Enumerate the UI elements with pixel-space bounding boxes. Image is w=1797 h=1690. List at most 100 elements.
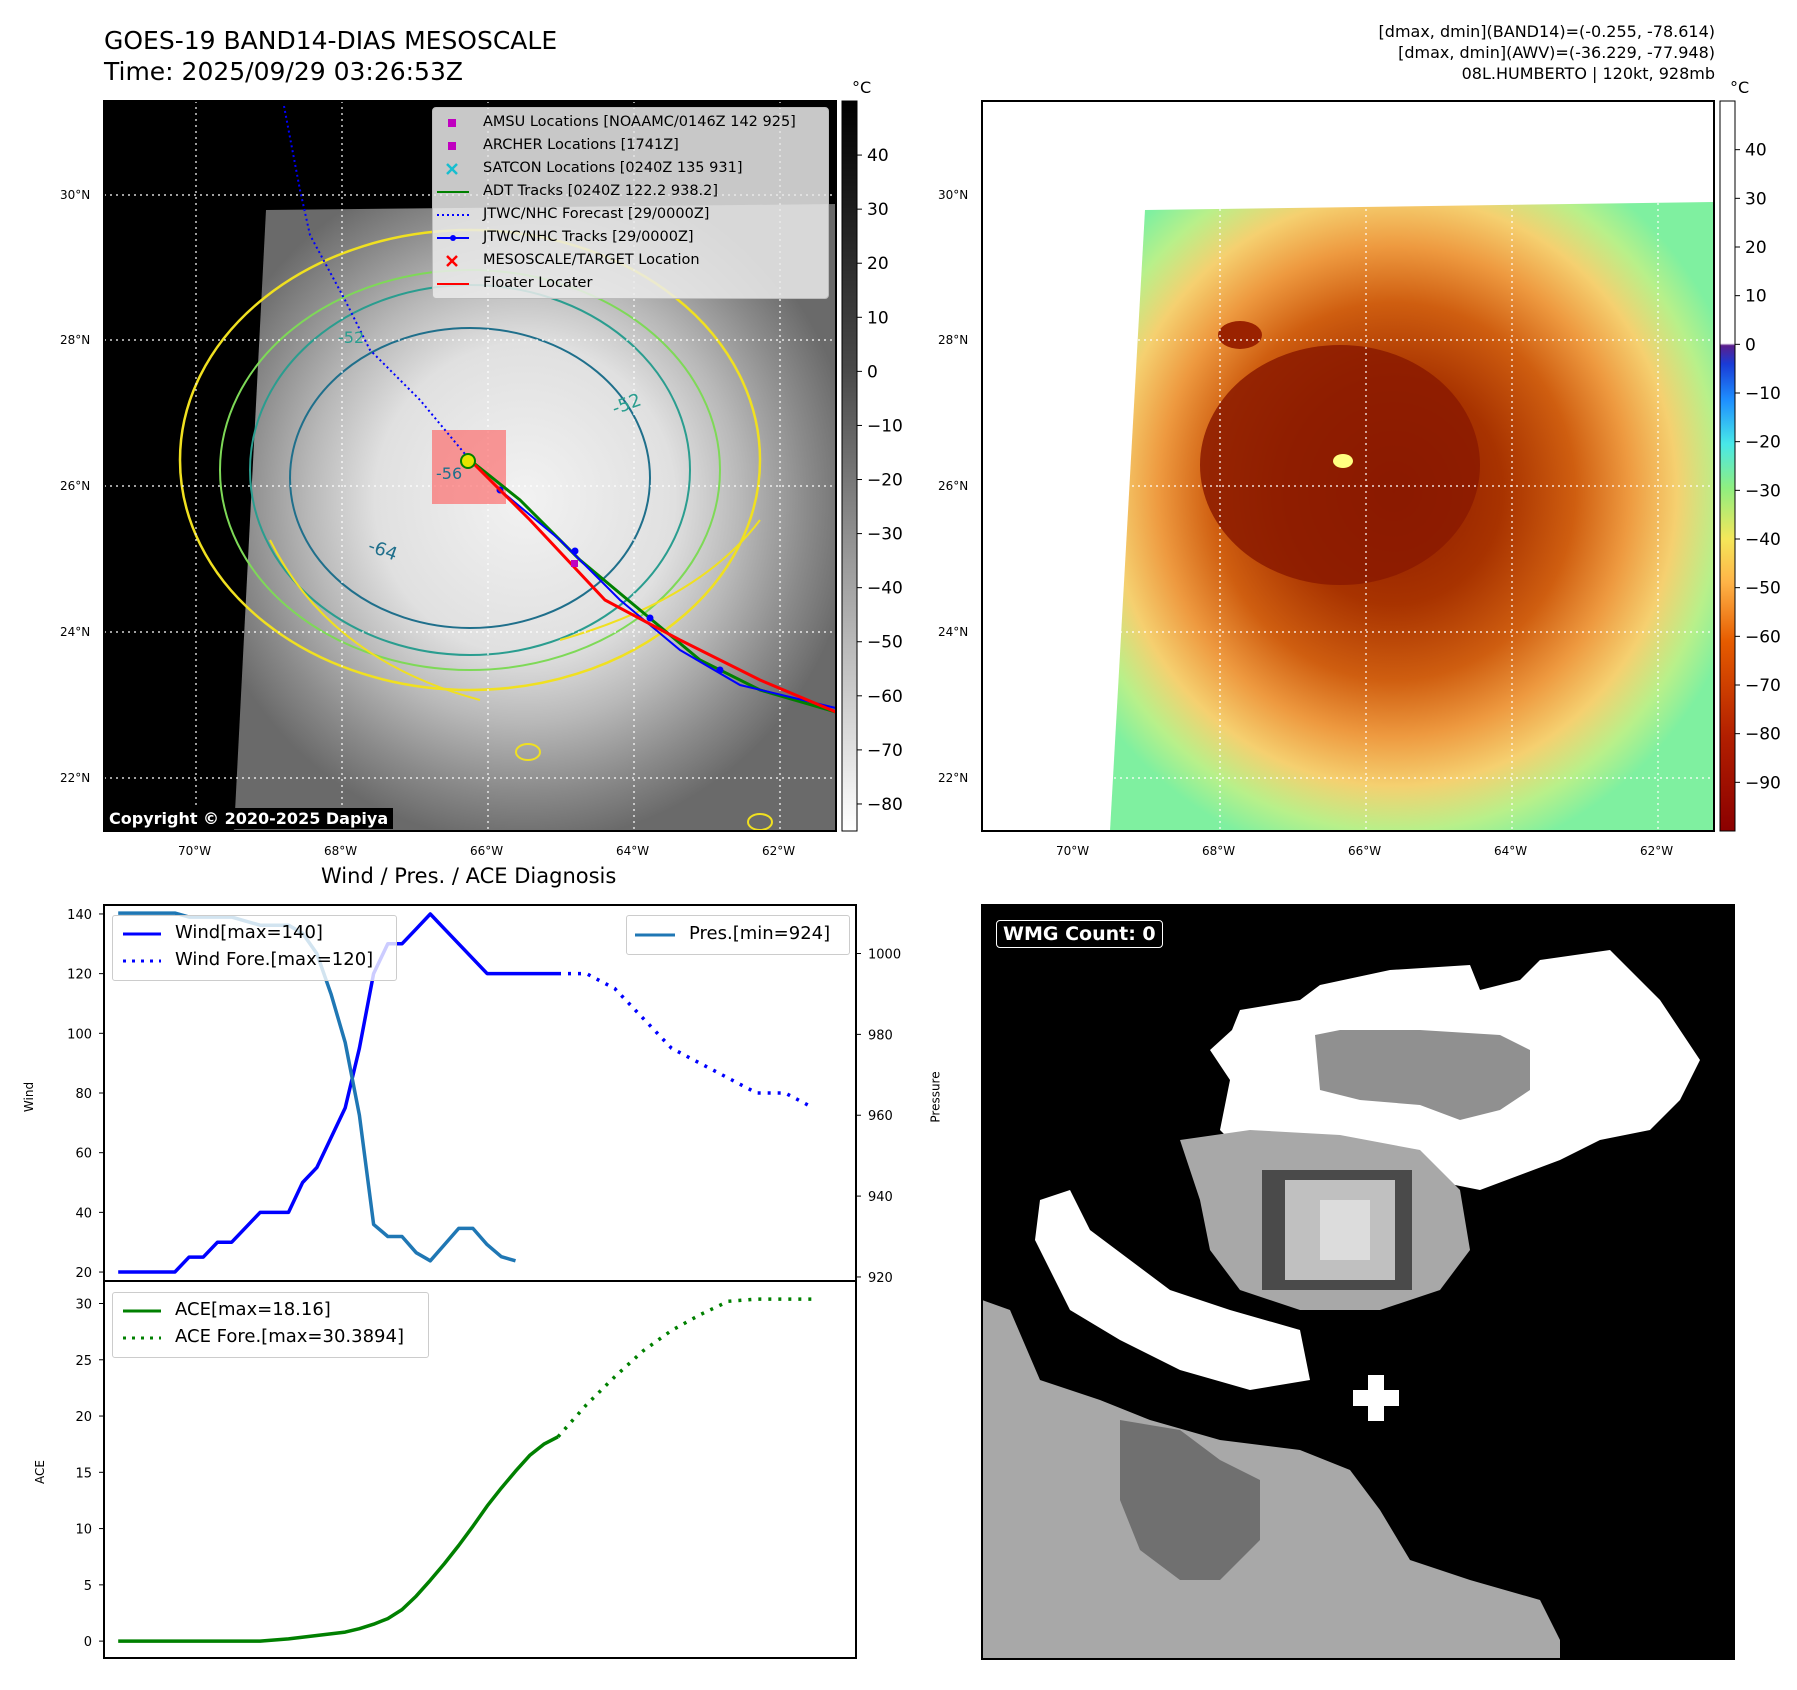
- map-legend-marker: [446, 163, 458, 175]
- colorbar-tick-label: −20: [867, 471, 903, 491]
- colorbar-tick-label: −70: [867, 741, 903, 761]
- pressure-legend: Pres.[min=924]: [626, 915, 850, 955]
- ir-image-swath: [234, 204, 836, 831]
- colorbar-tick-label: −80: [1745, 725, 1781, 745]
- ace-axis-tick-label: 30: [75, 1298, 92, 1313]
- wmg-upper-gray-region: [1315, 1030, 1530, 1120]
- colorbar-tick-label: −90: [1745, 773, 1781, 793]
- wind-axis-tick-label: 100: [67, 1027, 92, 1042]
- ace-axis-ticks: 30 25 20 15 10 5 0: [75, 1298, 104, 1650]
- map-legend-item: MESOSCALE/TARGET Location: [433, 250, 828, 272]
- map-legend-label: JTWC/NHC Forecast [29/0000Z]: [483, 206, 710, 222]
- legend-wind: Wind[max=140]: [175, 922, 323, 943]
- lon-label-66w-right: 66°W: [1348, 844, 1382, 858]
- wind-axis-tick-label: 120: [67, 968, 92, 983]
- page-title: GOES-19 BAND14-DIAS MESOSCALE: [104, 26, 558, 55]
- lat-label-30n-right: 30°N: [938, 188, 969, 202]
- colorbar-tick-label: 0: [1745, 335, 1756, 355]
- pressure-axis-label: Pressure: [928, 1071, 943, 1123]
- legend-pressure: Pres.[min=924]: [689, 923, 831, 944]
- colorbar-right-unit: °C: [1730, 78, 1750, 97]
- colorbar-tick-label: 30: [867, 200, 889, 220]
- colorbar-tick-label: 30: [1745, 189, 1767, 209]
- ace-forecast-line: [556, 1297, 814, 1438]
- colorbar-tick-label: 20: [1745, 238, 1767, 258]
- wmg-lower-gray-region: [982, 1300, 1560, 1659]
- colorbar-tick-label: −10: [1745, 384, 1781, 404]
- ace-axis-tick-label: 20: [75, 1410, 92, 1425]
- legend-wind-fore: Wind Fore.[max=120]: [175, 949, 374, 970]
- contour-label-3: -56: [436, 464, 463, 483]
- colorbar-tick-label: 20: [867, 254, 889, 274]
- map-legend-label: MESOSCALE/TARGET Location: [483, 252, 700, 268]
- map-legend-item: SATCON Locations [0240Z 135 931]: [433, 158, 828, 180]
- pressure-axis-tick-label: 960: [868, 1109, 893, 1124]
- colorbar-right-ticks: 40 30 20 10 0 −10 −20 −30 −40 −50 −60 −70 −80 −90: [1735, 141, 1781, 793]
- colorbar-tick-label: −60: [1745, 627, 1781, 647]
- ace-axis-tick-label: 15: [75, 1466, 92, 1481]
- lat-label-24n-left: 24°N: [60, 625, 91, 639]
- legend-ace-fore: ACE Fore.[max=30.3894]: [175, 1326, 404, 1347]
- map-legend: AMSU Locations [NOAAMC/0146Z 142 925] ARC…: [432, 107, 829, 299]
- wind-legend: Wind[max=140] Wind Fore.[max=120]: [112, 915, 397, 981]
- lat-label-24n-right: 24°N: [938, 625, 969, 639]
- map-legend-marker: [437, 214, 469, 216]
- map-legend-item: ADT Tracks [0240Z 122.2 938.2]: [433, 181, 828, 203]
- lon-label-68w-right: 68°W: [1202, 844, 1236, 858]
- colorbar-tick-label: 10: [867, 308, 889, 328]
- wmg-left-white-arc: [1035, 1190, 1310, 1390]
- colorbar-tick-label: −30: [867, 525, 903, 545]
- map-legend-label: ADT Tracks [0240Z 122.2 938.2]: [483, 183, 719, 199]
- colorbar-tick-label: −80: [867, 795, 903, 815]
- pressure-axis-tick-label: 920: [868, 1271, 893, 1286]
- colorbar-tick-label: −20: [1745, 433, 1781, 453]
- lon-label-70w-left: 70°W: [178, 844, 212, 858]
- ace-axis-label: ACE: [32, 1460, 47, 1484]
- map-legend-label: AMSU Locations [NOAAMC/0146Z 142 925]: [483, 114, 796, 130]
- colorbar-tick-label: −40: [1745, 530, 1781, 550]
- wind-axis-ticks: 140 120 100 80 60 40 20: [67, 908, 104, 1281]
- colorbar-tick-label: −30: [1745, 481, 1781, 501]
- colorbar-tick-label: 10: [1745, 287, 1767, 307]
- eye-feature: [1333, 454, 1353, 468]
- map-legend-item: ARCHER Locations [1741Z]: [433, 135, 828, 157]
- colorbar-tick-label: −60: [867, 687, 903, 707]
- lat-label-22n-right: 22°N: [938, 771, 969, 785]
- map-legend-item: JTWC/NHC Forecast [29/0000Z]: [433, 204, 828, 226]
- map-legend-marker: [437, 283, 469, 285]
- wind-axis-tick-label: 20: [75, 1266, 92, 1281]
- lat-label-22n-left: 22°N: [60, 771, 91, 785]
- map-legend-label: Floater Locater: [483, 275, 593, 291]
- wind-axis-tick-label: 140: [67, 908, 92, 923]
- map-legend-label: JTWC/NHC Tracks [29/0000Z]: [483, 229, 694, 245]
- wind-axis-label: Wind: [22, 1081, 37, 1113]
- ace-axis-tick-label: 0: [84, 1635, 92, 1650]
- ace-legend: ACE[max=18.16] ACE Fore.[max=30.3894]: [112, 1292, 429, 1358]
- pressure-axis-tick-label: 940: [868, 1190, 893, 1205]
- lat-label-26n-left: 26°N: [60, 479, 91, 493]
- wind-axis-tick-label: 80: [75, 1087, 92, 1102]
- copyright-label: Copyright © 2020-2025 Dapiya: [104, 808, 394, 829]
- colorbar-tick-label: −40: [867, 579, 903, 599]
- map-legend-marker: [437, 191, 469, 193]
- colorbar-left: [841, 100, 858, 832]
- colorbar-tick-label: −70: [1745, 676, 1781, 696]
- colorbar-left-ticks: 40 30 20 10 0 −10 −20 −30 −40 −50 −60 −70 −80: [857, 146, 903, 815]
- info-awv: [dmax, dmin](AWV)=(-36.229, -77.948): [1398, 43, 1715, 62]
- lon-label-62w-right: 62°W: [1640, 844, 1674, 858]
- lat-label-26n-right: 26°N: [938, 479, 969, 493]
- colorbar-tick-label: −50: [1745, 579, 1781, 599]
- colorbar-tick-label: −10: [867, 416, 903, 436]
- ace-line: [118, 1435, 559, 1643]
- wind-line: [118, 912, 558, 1274]
- floater-locater-track: [468, 458, 836, 714]
- lon-label-64w-left: 64°W: [616, 844, 650, 858]
- map-legend-item: JTWC/NHC Tracks [29/0000Z]: [433, 227, 828, 249]
- page-subtitle-time: Time: 2025/09/29 03:26:53Z: [104, 57, 463, 86]
- lon-label-64w-right: 64°W: [1494, 844, 1528, 858]
- map-legend-marker: [437, 235, 469, 241]
- colorbar-tick-label: 0: [867, 362, 878, 382]
- archer-marker: [571, 560, 578, 567]
- pressure-axis-tick-label: 1000: [868, 948, 901, 963]
